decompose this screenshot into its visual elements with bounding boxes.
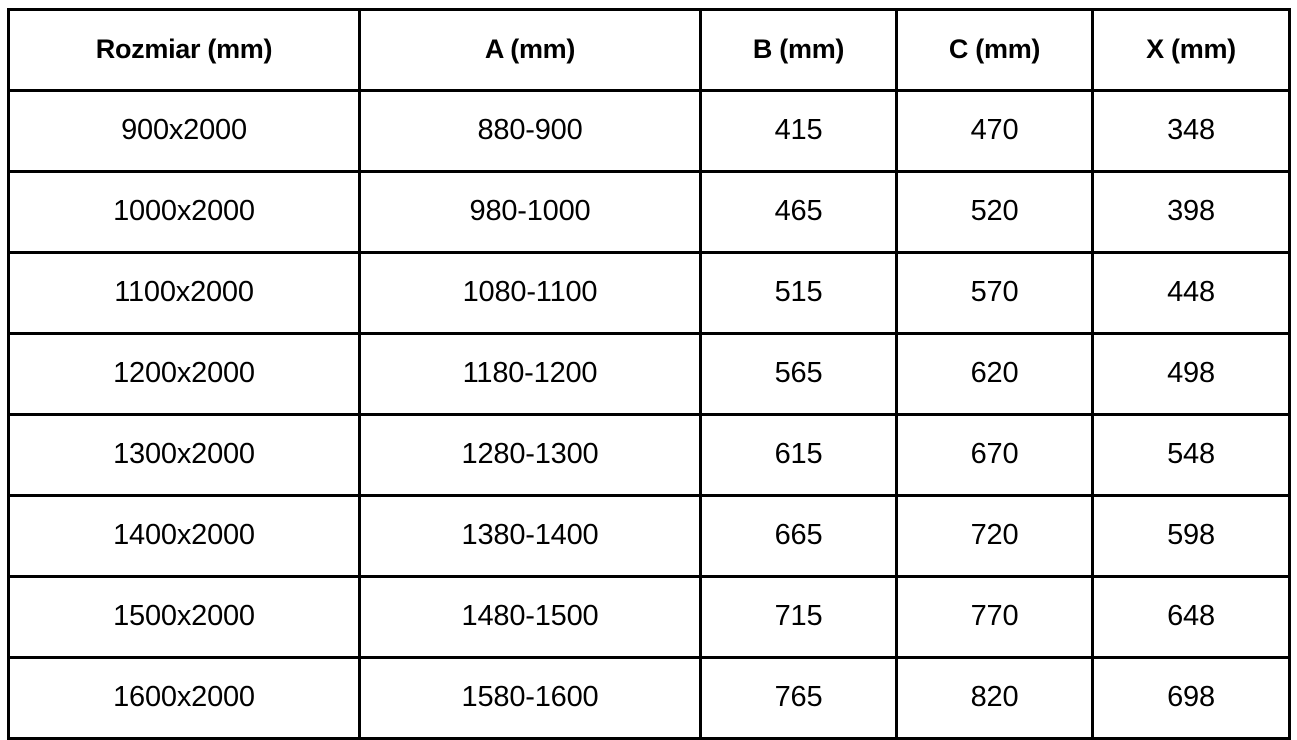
cell-size: 1400x2000 (7, 494, 361, 578)
table-row: 900x2000 880-900 415 470 348 (7, 89, 1291, 173)
cell-x: 348 (1091, 89, 1291, 173)
cell-size: 1500x2000 (7, 575, 361, 659)
cell-c: 620 (895, 332, 1094, 416)
cell-a: 1080-1100 (358, 251, 702, 335)
cell-c: 820 (895, 656, 1094, 740)
cell-x: 448 (1091, 251, 1291, 335)
table-header: Rozmiar (mm) A (mm) B (mm) C (mm) X (mm) (7, 8, 1291, 92)
table-row: 1200x2000 1180-1200 565 620 498 (7, 332, 1291, 416)
table-body: 900x2000 880-900 415 470 348 1000x2000 9… (7, 89, 1291, 740)
cell-a: 1280-1300 (358, 413, 702, 497)
cell-size: 1600x2000 (7, 656, 361, 740)
cell-x: 648 (1091, 575, 1291, 659)
cell-c: 470 (895, 89, 1094, 173)
cell-b: 615 (699, 413, 898, 497)
cell-c: 720 (895, 494, 1094, 578)
cell-a: 1580-1600 (358, 656, 702, 740)
column-header-size: Rozmiar (mm) (7, 8, 361, 92)
cell-size: 1100x2000 (7, 251, 361, 335)
cell-size: 1000x2000 (7, 170, 361, 254)
cell-x: 698 (1091, 656, 1291, 740)
cell-x: 548 (1091, 413, 1291, 497)
cell-x: 598 (1091, 494, 1291, 578)
column-header-a: A (mm) (358, 8, 702, 92)
column-header-c: C (mm) (895, 8, 1094, 92)
cell-a: 1380-1400 (358, 494, 702, 578)
cell-x: 498 (1091, 332, 1291, 416)
table-row: 1600x2000 1580-1600 765 820 698 (7, 656, 1291, 740)
cell-b: 565 (699, 332, 898, 416)
cell-b: 515 (699, 251, 898, 335)
cell-b: 665 (699, 494, 898, 578)
cell-size: 900x2000 (7, 89, 361, 173)
cell-size: 1200x2000 (7, 332, 361, 416)
cell-a: 1180-1200 (358, 332, 702, 416)
cell-b: 465 (699, 170, 898, 254)
table-row: 1500x2000 1480-1500 715 770 648 (7, 575, 1291, 659)
cell-c: 770 (895, 575, 1094, 659)
cell-b: 415 (699, 89, 898, 173)
table-row: 1400x2000 1380-1400 665 720 598 (7, 494, 1291, 578)
cell-a: 980-1000 (358, 170, 702, 254)
cell-c: 570 (895, 251, 1094, 335)
cell-c: 670 (895, 413, 1094, 497)
spec-table-container: Rozmiar (mm) A (mm) B (mm) C (mm) X (mm)… (7, 8, 1291, 740)
table-row: 1000x2000 980-1000 465 520 398 (7, 170, 1291, 254)
column-header-x: X (mm) (1091, 8, 1291, 92)
table-row: 1300x2000 1280-1300 615 670 548 (7, 413, 1291, 497)
column-header-b: B (mm) (699, 8, 898, 92)
cell-b: 715 (699, 575, 898, 659)
cell-b: 765 (699, 656, 898, 740)
table-row: 1100x2000 1080-1100 515 570 448 (7, 251, 1291, 335)
cell-c: 520 (895, 170, 1094, 254)
table-header-row: Rozmiar (mm) A (mm) B (mm) C (mm) X (mm) (7, 8, 1291, 92)
cell-a: 880-900 (358, 89, 702, 173)
cell-x: 398 (1091, 170, 1291, 254)
cell-size: 1300x2000 (7, 413, 361, 497)
cell-a: 1480-1500 (358, 575, 702, 659)
dimensions-table: Rozmiar (mm) A (mm) B (mm) C (mm) X (mm)… (7, 8, 1291, 740)
